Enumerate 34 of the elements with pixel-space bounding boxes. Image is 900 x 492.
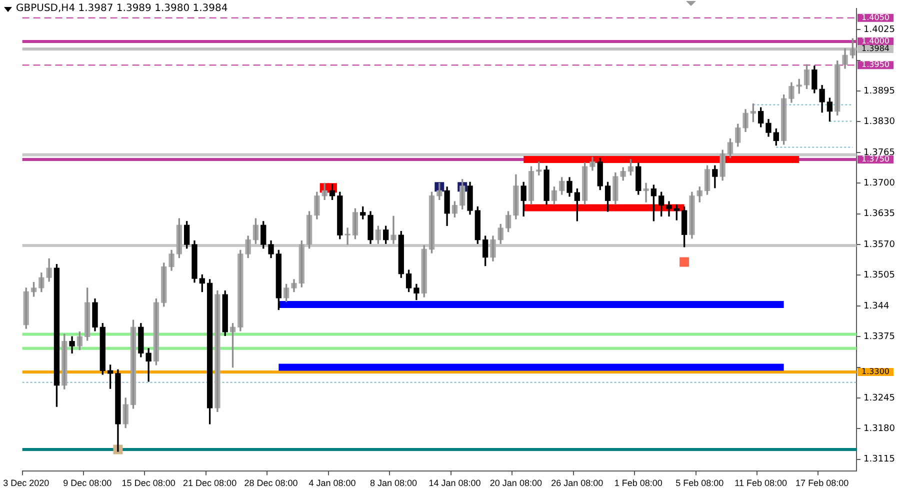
- ref-line-label: 1.3984: [862, 44, 890, 54]
- y-tick-label: 1.3830: [864, 117, 896, 128]
- x-tick-label: 26 Jan 08:00: [551, 478, 604, 488]
- x-tick-label: 21 Dec 08:00: [183, 478, 237, 488]
- y-tick-label: 1.3700: [864, 178, 896, 188]
- x-tick-label: 4 Jan 08:00: [308, 478, 356, 488]
- chart-title: GBPUSD,H4 1.3987 1.3989 1.3980 1.3984: [14, 3, 230, 14]
- x-tick-label: 28 Dec 08:00: [244, 478, 298, 488]
- x-tick-label: 5 Feb 08:00: [676, 478, 724, 488]
- ref-line-label: 1.3950: [862, 60, 890, 70]
- y-tick-label: 1.3570: [864, 240, 896, 250]
- x-tick-label: 14 Jan 08:00: [428, 478, 481, 488]
- y-tick-label: 1.344: [864, 301, 890, 312]
- x-tick-label: 20 Jan 08:00: [490, 478, 542, 488]
- x-tick-label: 1 Feb 08:00: [614, 478, 662, 488]
- x-tick-label: 15 Dec 08:00: [122, 478, 176, 488]
- y-tick-label: 1.3375: [864, 332, 896, 342]
- x-tick-label: 3 Dec 2020: [3, 478, 50, 488]
- ref-line-label: 1.4000: [862, 36, 890, 46]
- y-tick-label: 1.3245: [864, 393, 896, 404]
- x-tick-label: 8 Jan 08:00: [370, 478, 418, 488]
- ref-line-label: 1.3750: [862, 154, 890, 164]
- y-tick-label: 1.4025: [864, 24, 896, 35]
- y-tick-label: 1.3505: [864, 270, 896, 281]
- ref-line-label: 1.4050: [862, 12, 890, 22]
- point: [680, 257, 690, 267]
- y-tick-label: 1.3180: [864, 424, 896, 434]
- ref-line-label: 1.3300: [862, 367, 890, 376]
- x-tick-label: 9 Dec 08:00: [63, 478, 112, 488]
- x-tick-label: 17 Feb 08:00: [796, 478, 849, 488]
- y-tick-label: 1.3635: [864, 209, 896, 220]
- x-tick-label: 11 Feb 08:00: [734, 478, 788, 488]
- y-tick-label: 1.3895: [864, 86, 896, 96]
- y-tick-label: 1.3115: [864, 454, 896, 465]
